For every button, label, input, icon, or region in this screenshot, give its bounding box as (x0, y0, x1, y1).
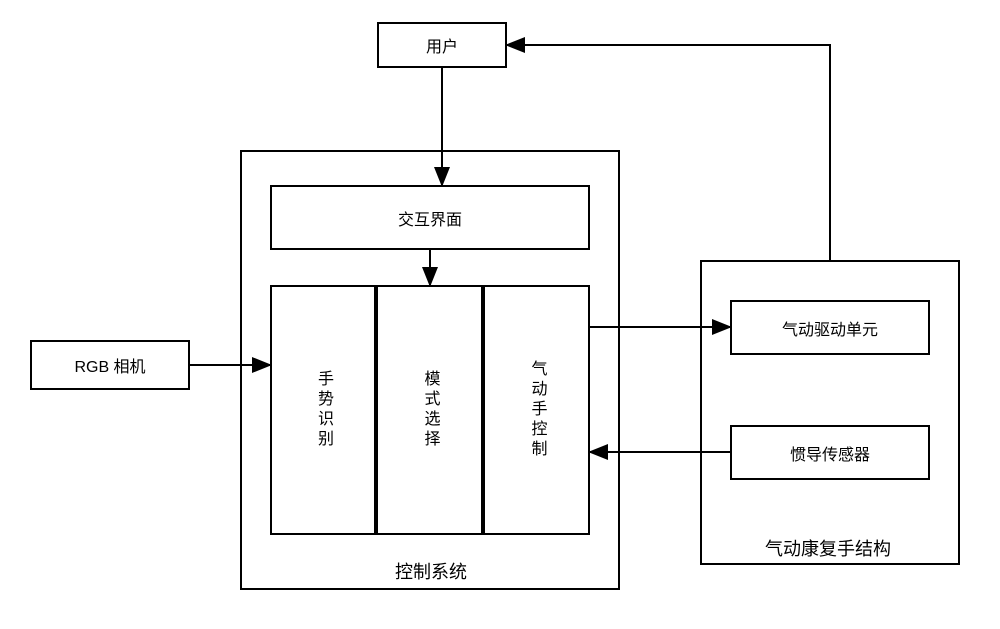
gesture-node: 手势识别 (270, 285, 376, 535)
sensor-label: 惯导传感器 (790, 441, 870, 465)
pneumatic-ctrl-label: 气动手控制 (525, 360, 549, 460)
user-node: 用户 (377, 22, 507, 68)
structure-label: 气动康复手结构 (765, 535, 891, 561)
mode-node: 模式选择 (376, 285, 483, 535)
user-label: 用户 (426, 33, 458, 57)
interface-label: 交互界面 (398, 206, 462, 230)
rgb-camera-label: RGB 相机 (74, 353, 145, 377)
gesture-label: 手势识别 (311, 370, 335, 450)
sensor-node: 惯导传感器 (730, 425, 930, 480)
control-system-label: 控制系统 (395, 558, 467, 584)
mode-label: 模式选择 (418, 370, 442, 450)
rgb-camera-node: RGB 相机 (30, 340, 190, 390)
interface-node: 交互界面 (270, 185, 590, 250)
drive-unit-label: 气动驱动单元 (782, 316, 878, 340)
drive-unit-node: 气动驱动单元 (730, 300, 930, 355)
pneumatic-ctrl-node: 气动手控制 (483, 285, 590, 535)
